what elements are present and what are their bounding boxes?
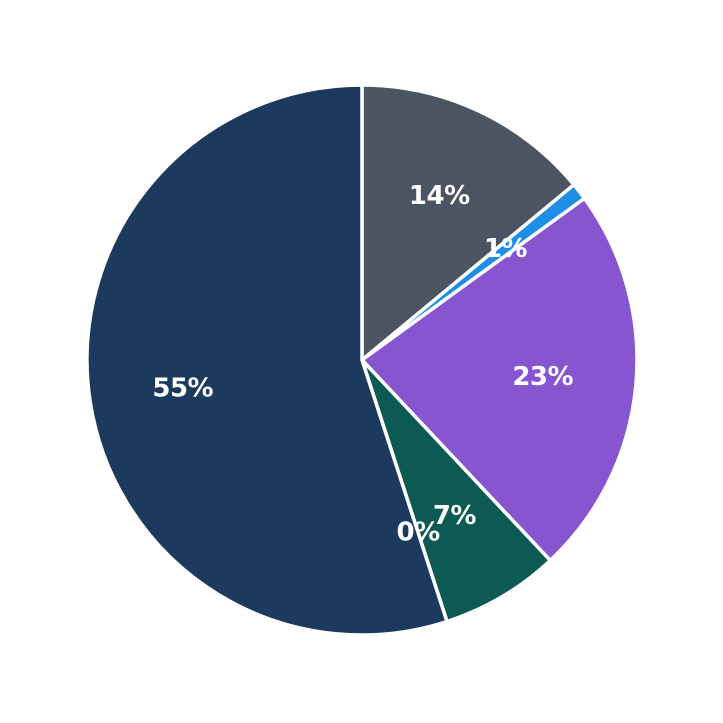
- pie-label-slice-3: 23%: [512, 362, 573, 392]
- pie-slice-6: [85, 83, 449, 637]
- pie-label-slice-2: 1%: [484, 234, 528, 264]
- pie-slice-1: [360, 83, 576, 362]
- pie-slice-3: [360, 196, 639, 563]
- pie-label-slice-6: 55%: [152, 373, 213, 403]
- pie-slice-4: [360, 358, 552, 624]
- pie-label-slice-5: 0%: [397, 518, 441, 548]
- pie-label-slice-1: 14%: [409, 181, 470, 211]
- pie-label-slice-4: 7%: [433, 501, 477, 531]
